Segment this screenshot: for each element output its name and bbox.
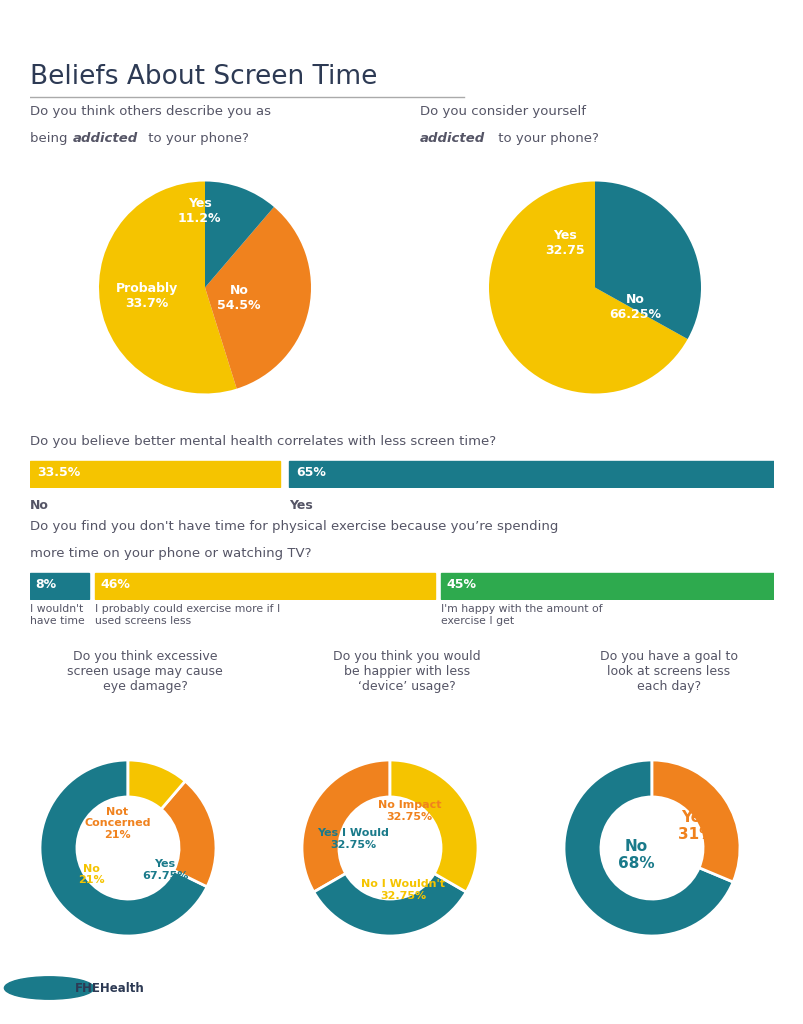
Text: No
66.25%: No 66.25%	[609, 293, 660, 321]
Text: No: No	[30, 499, 49, 512]
Text: Yes
31%: Yes 31%	[677, 810, 713, 842]
Text: Do you think others describe you as: Do you think others describe you as	[30, 105, 271, 118]
Text: to your phone?: to your phone?	[493, 132, 598, 145]
Wedge shape	[563, 760, 732, 936]
Wedge shape	[40, 760, 206, 936]
Text: 33.5%: 33.5%	[38, 466, 80, 479]
Bar	[441, 573, 773, 599]
Text: FHEHealth: FHEHealth	[75, 981, 145, 994]
Text: to your phone?: to your phone?	[145, 132, 249, 145]
Bar	[95, 573, 434, 599]
Text: being: being	[30, 132, 71, 145]
Text: I'm happy with the amount of
exercise I get: I'm happy with the amount of exercise I …	[441, 604, 602, 626]
Wedge shape	[313, 873, 466, 936]
Wedge shape	[205, 181, 274, 288]
Text: Do you find you don't have time for physical exercise because you’re spending: Do you find you don't have time for phys…	[30, 520, 557, 534]
Bar	[30, 462, 279, 486]
Text: Yes I Would
32.75%: Yes I Would 32.75%	[316, 828, 389, 850]
Text: No
54.5%: No 54.5%	[217, 284, 260, 312]
Text: 8%: 8%	[35, 579, 56, 591]
Text: Yes
67.75%: Yes 67.75%	[141, 859, 188, 881]
Wedge shape	[651, 760, 739, 882]
Wedge shape	[205, 207, 311, 389]
Text: No I Wouldn't
32.75%: No I Wouldn't 32.75%	[361, 880, 445, 901]
Text: Not
Concerned
21%: Not Concerned 21%	[84, 807, 150, 840]
Text: addicted: addicted	[419, 132, 485, 145]
Text: more time on your phone or watching TV?: more time on your phone or watching TV?	[30, 547, 311, 560]
Text: Probably
33.7%: Probably 33.7%	[116, 282, 177, 310]
Text: Do you have a goal to
look at screens less
each day?: Do you have a goal to look at screens le…	[599, 650, 737, 693]
Bar	[30, 573, 89, 599]
Text: 46%: 46%	[100, 579, 130, 591]
Wedge shape	[594, 181, 700, 339]
Text: No
21%: No 21%	[78, 863, 104, 885]
Text: Do you think excessive
screen usage may cause
eye damage?: Do you think excessive screen usage may …	[67, 650, 222, 693]
Wedge shape	[488, 181, 687, 393]
Text: I wouldn't
have time: I wouldn't have time	[30, 604, 84, 626]
Text: No
68%: No 68%	[617, 839, 654, 871]
Wedge shape	[302, 760, 389, 892]
Text: Yes
11.2%: Yes 11.2%	[177, 198, 221, 225]
Text: Yes
32.75: Yes 32.75	[544, 229, 585, 257]
Wedge shape	[99, 181, 236, 393]
Text: Do you consider yourself: Do you consider yourself	[419, 105, 585, 118]
Text: No Impact
32.75%: No Impact 32.75%	[377, 800, 441, 822]
Text: Do you think you would
be happier with less
‘device’ usage?: Do you think you would be happier with l…	[332, 650, 480, 693]
Text: I probably could exercise more if I
used screens less: I probably could exercise more if I used…	[95, 604, 280, 626]
Wedge shape	[161, 781, 216, 887]
Wedge shape	[389, 760, 478, 892]
Wedge shape	[128, 760, 185, 809]
Text: Opinions & Usage of Screen Time (continued): Opinions & Usage of Screen Time (continu…	[227, 15, 576, 31]
Text: Yes: Yes	[288, 499, 312, 512]
Circle shape	[4, 977, 94, 999]
Text: 45%: 45%	[446, 579, 476, 591]
Text: Beliefs About Screen Time: Beliefs About Screen Time	[30, 65, 377, 90]
Bar	[288, 462, 773, 486]
Text: Do you believe better mental health correlates with less screen time?: Do you believe better mental health corr…	[30, 435, 495, 449]
Text: addicted: addicted	[72, 132, 137, 145]
Text: 65%: 65%	[296, 466, 326, 479]
